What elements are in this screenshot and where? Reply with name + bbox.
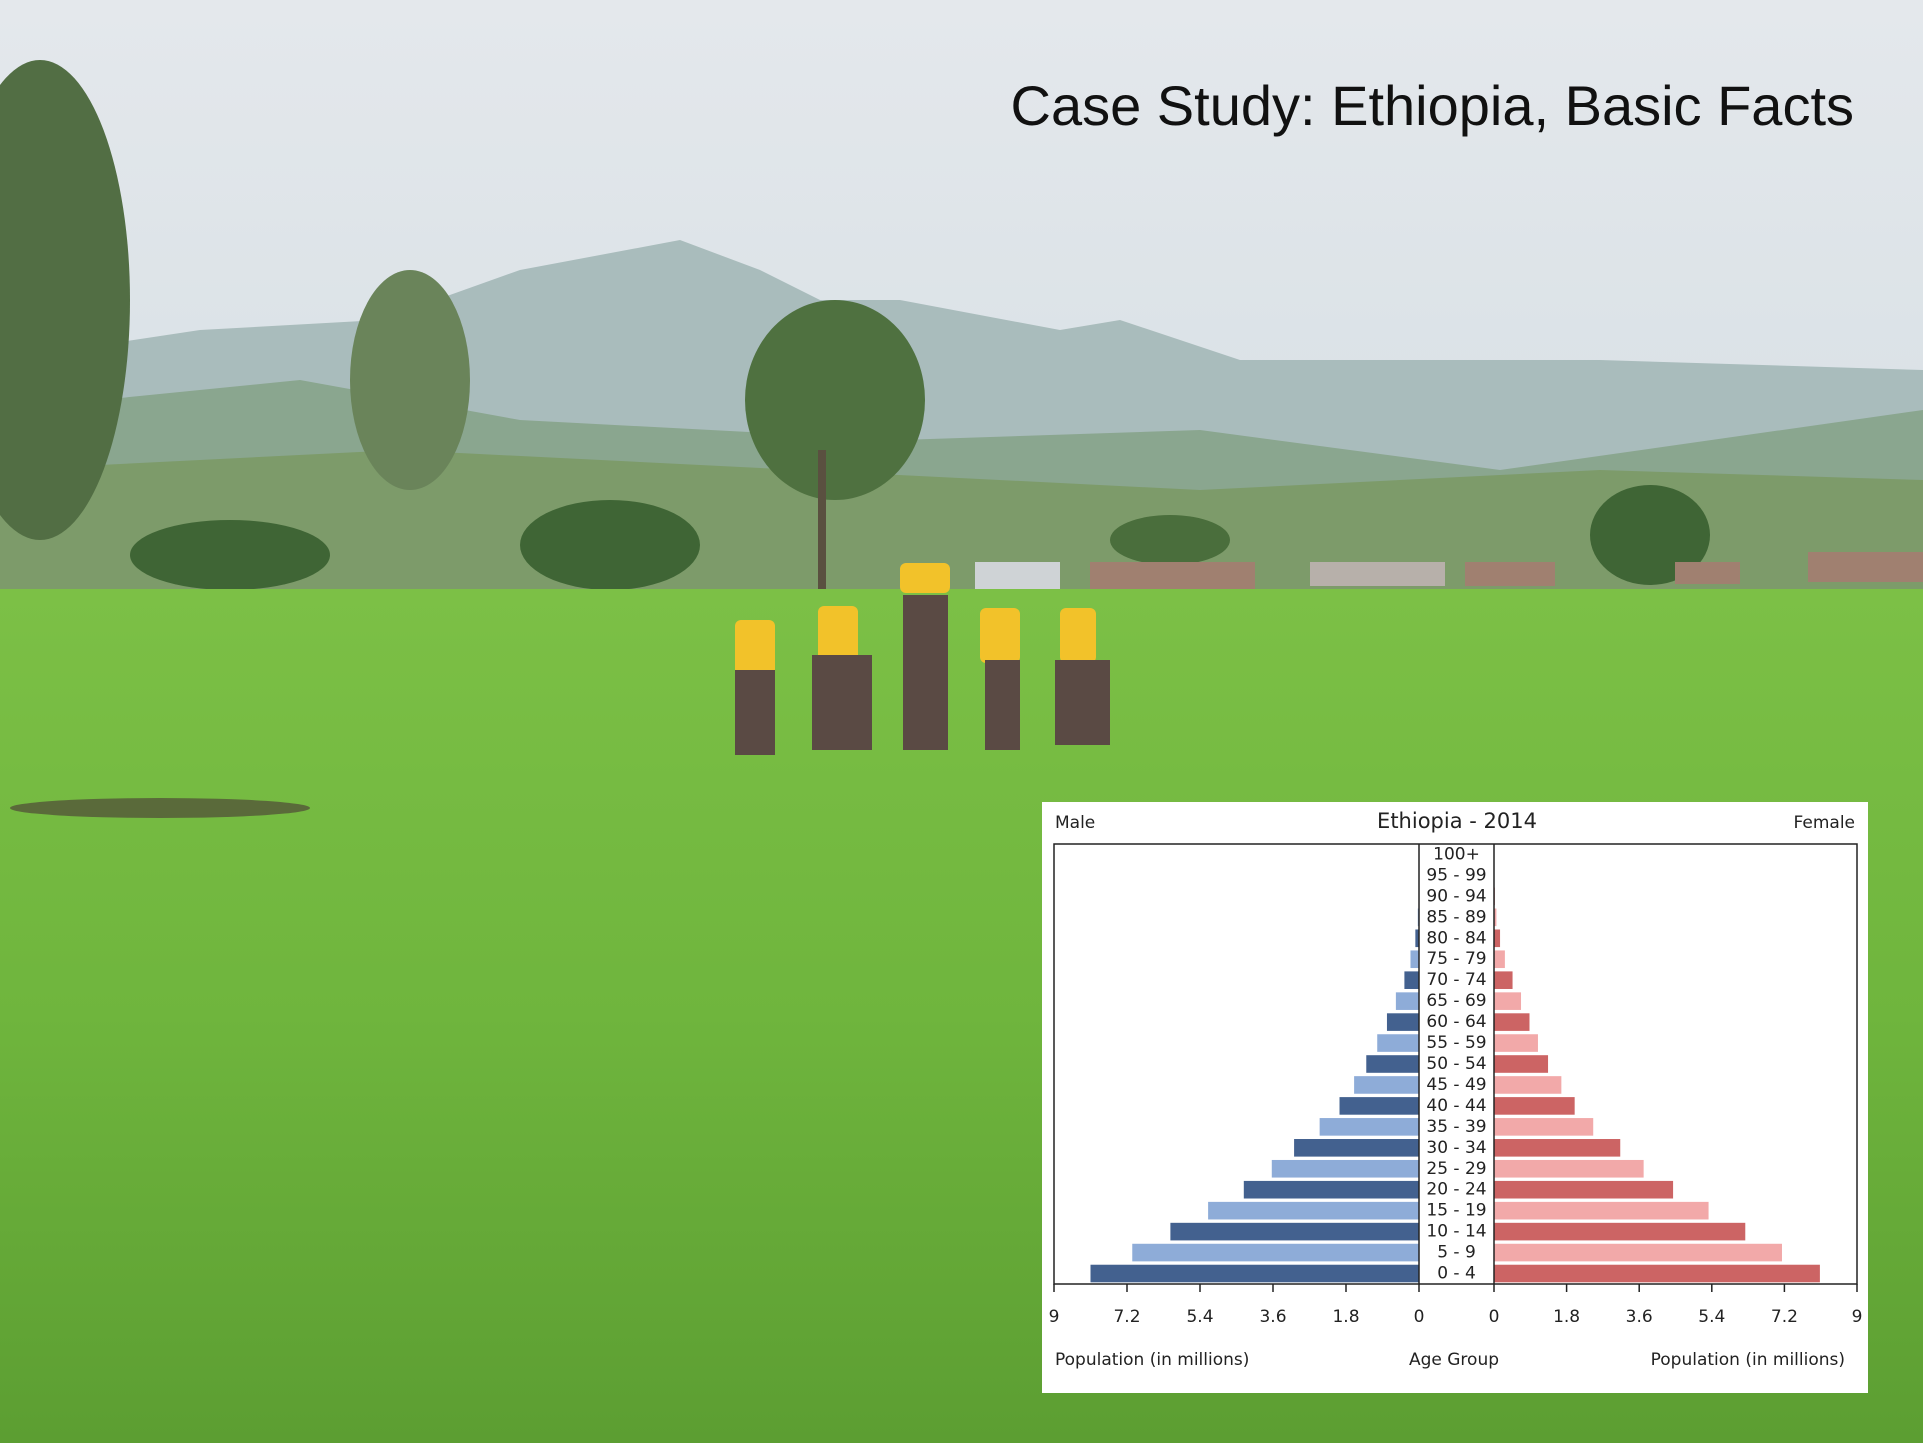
y-tick-label: 95 - 99 [1426, 865, 1486, 885]
page: {"slide_title": "Case Study: Ethiopia, B… [0, 0, 1923, 1443]
x-tick-label: 1.8 [1332, 1307, 1359, 1327]
x-tick-label: 7.2 [1771, 1307, 1798, 1327]
bar [1244, 1181, 1419, 1199]
bar [1494, 992, 1521, 1010]
y-tick-label: 60 - 64 [1426, 1012, 1486, 1032]
bar [1494, 950, 1505, 968]
slide-title: Case Study: Ethiopia, Basic Facts [1011, 74, 1855, 137]
bar [1494, 929, 1500, 947]
bar [1494, 1013, 1529, 1031]
y-tick-label: 85 - 89 [1426, 907, 1486, 927]
bar [1320, 1118, 1419, 1136]
bar [1494, 1097, 1575, 1115]
bar [1494, 1034, 1538, 1052]
bar [1377, 1034, 1419, 1052]
bar [1132, 1244, 1419, 1262]
bar [1396, 992, 1419, 1010]
bar [1494, 1244, 1782, 1262]
y-tick-label: 45 - 49 [1426, 1075, 1486, 1095]
bar [1404, 971, 1419, 989]
x-tick-label: 3.6 [1626, 1307, 1653, 1327]
right-label: Female [1794, 813, 1855, 833]
bar [1294, 1139, 1419, 1157]
bar [1410, 950, 1419, 968]
bar [1494, 1202, 1709, 1220]
left-label: Male [1055, 813, 1095, 833]
bar [1494, 1118, 1593, 1136]
y-tick-label: 5 - 9 [1437, 1243, 1476, 1263]
x-tick-label: 5.4 [1698, 1307, 1725, 1327]
bar [1494, 1160, 1644, 1178]
bar [1340, 1097, 1419, 1115]
x-axis-label: Population (in millions) [1651, 1350, 1845, 1370]
y-tick-label: 100+ [1433, 844, 1480, 864]
chart-title: Ethiopia - 2014 [1377, 809, 1537, 833]
bar [1354, 1076, 1419, 1094]
category-axis-label: Age Group [1409, 1350, 1499, 1370]
x-tick-label: 0 [1489, 1307, 1500, 1327]
bar [1208, 1202, 1419, 1220]
y-tick-label: 50 - 54 [1426, 1054, 1486, 1074]
y-tick-label: 10 - 14 [1426, 1222, 1486, 1242]
y-tick-label: 75 - 79 [1426, 949, 1486, 969]
y-tick-label: 25 - 29 [1426, 1159, 1486, 1179]
bar [1494, 971, 1513, 989]
bar [1494, 1223, 1745, 1241]
bar [1494, 1076, 1561, 1094]
y-tick-label: 20 - 24 [1426, 1180, 1486, 1200]
bar [1494, 1265, 1820, 1283]
x-tick-label: 3.6 [1259, 1307, 1286, 1327]
y-tick-label: 80 - 84 [1426, 928, 1486, 948]
bar [1494, 1181, 1673, 1199]
chart: Ethiopia - 2014 Male Female Population (in … [1042, 802, 1868, 1393]
x-axis-label: Population (in millions) [1055, 1350, 1249, 1370]
bar [1272, 1160, 1419, 1178]
x-tick-label: 1.8 [1553, 1307, 1580, 1327]
y-tick-label: 65 - 69 [1426, 991, 1486, 1011]
bar [1170, 1223, 1419, 1241]
x-tick-label: 7.2 [1113, 1307, 1140, 1327]
y-tick-label: 0 - 4 [1437, 1264, 1476, 1284]
x-tick-label: 5.4 [1186, 1307, 1213, 1327]
y-tick-label: 55 - 59 [1426, 1033, 1486, 1053]
bar [1366, 1055, 1419, 1073]
x-tick-label: 9 [1049, 1307, 1060, 1327]
y-tick-label: 90 - 94 [1426, 886, 1486, 906]
y-tick-label: 70 - 74 [1426, 970, 1486, 990]
x-tick-label: 0 [1414, 1307, 1425, 1327]
x-tick-label: 9 [1852, 1307, 1863, 1327]
bar [1387, 1013, 1419, 1031]
bar [1494, 1055, 1548, 1073]
y-tick-label: 30 - 34 [1426, 1138, 1486, 1158]
y-tick-label: 40 - 44 [1426, 1096, 1486, 1116]
slide: Case Study: Ethiopia, Basic Facts Ethiop… [0, 0, 1923, 1443]
bar [1494, 1139, 1620, 1157]
y-tick-label: 15 - 19 [1426, 1201, 1486, 1221]
bar [1091, 1265, 1420, 1283]
y-tick-label: 35 - 39 [1426, 1117, 1486, 1137]
